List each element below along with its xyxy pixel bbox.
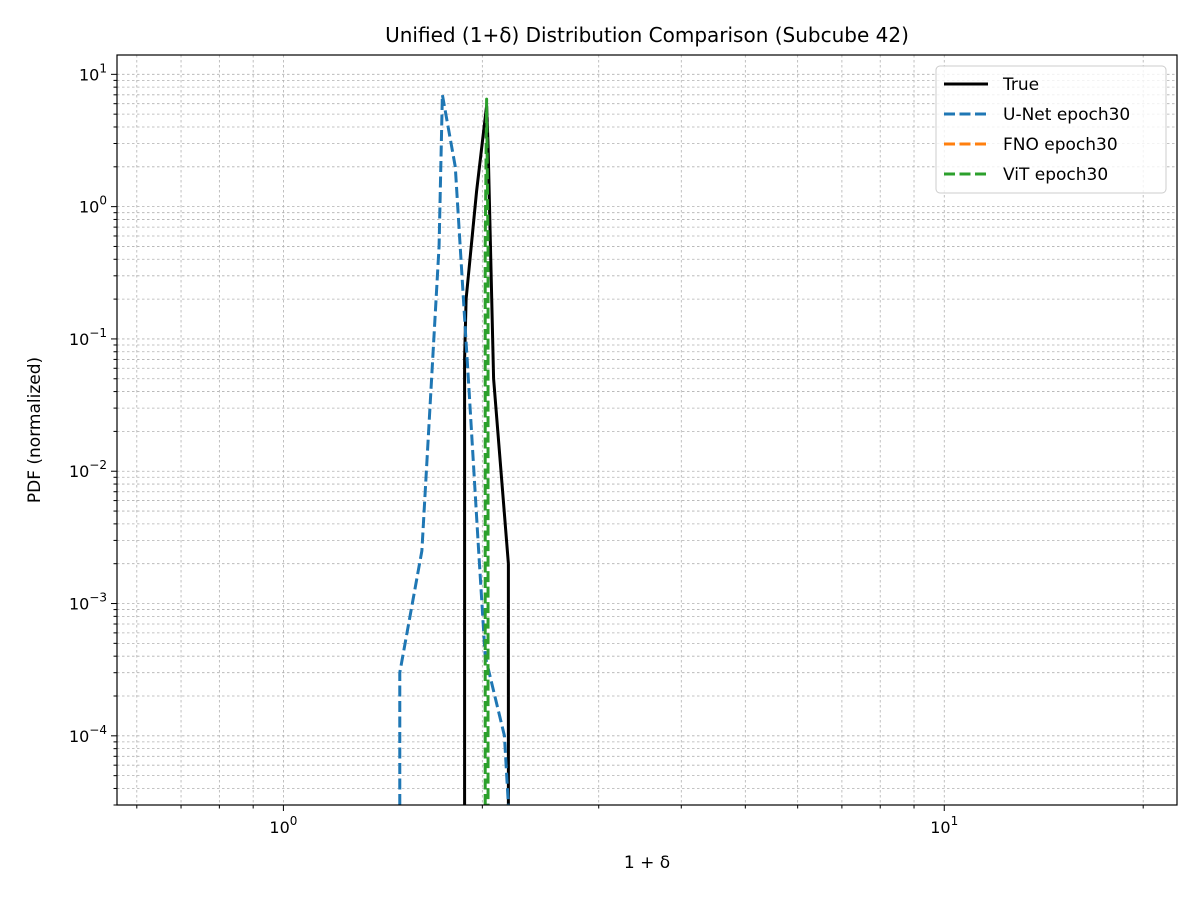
grid: [117, 55, 1177, 806]
legend-label: True: [1002, 75, 1039, 95]
y-tick-label: 10−1: [69, 326, 107, 349]
legend-label: U-Net epoch30: [1003, 105, 1130, 125]
series-line-u-net-epoch30: [398, 93, 510, 805]
y-tick-label: 101: [79, 61, 107, 84]
series-line-vit-epoch30: [483, 97, 490, 805]
plot-frame: [116, 54, 1178, 806]
y-tick-label: 10−3: [69, 591, 107, 614]
x-tick-label: 101: [930, 814, 958, 837]
y-tick-label: 100: [79, 194, 107, 217]
y-tick-label: 10−2: [69, 458, 107, 481]
chart-title: Unified (1+δ) Distribution Comparison (S…: [385, 23, 909, 47]
y-axis-label: PDF (normalized): [25, 357, 45, 503]
x-axis-label: 1 + δ: [624, 853, 670, 873]
series-layer: [398, 93, 510, 805]
legend: True U-Net epoch30 FNO epoch30 ViT epoch30: [935, 65, 1167, 194]
legend-box: [935, 65, 1167, 194]
legend-label: FNO epoch30: [1003, 135, 1118, 155]
y-tick-label: 10−4: [69, 723, 107, 746]
x-tick-label: 100: [269, 814, 297, 837]
legend-label: ViT epoch30: [1003, 165, 1108, 185]
ticks: 100 101 10−4 10−3 10−2 10−1 100 101: [69, 61, 1144, 837]
